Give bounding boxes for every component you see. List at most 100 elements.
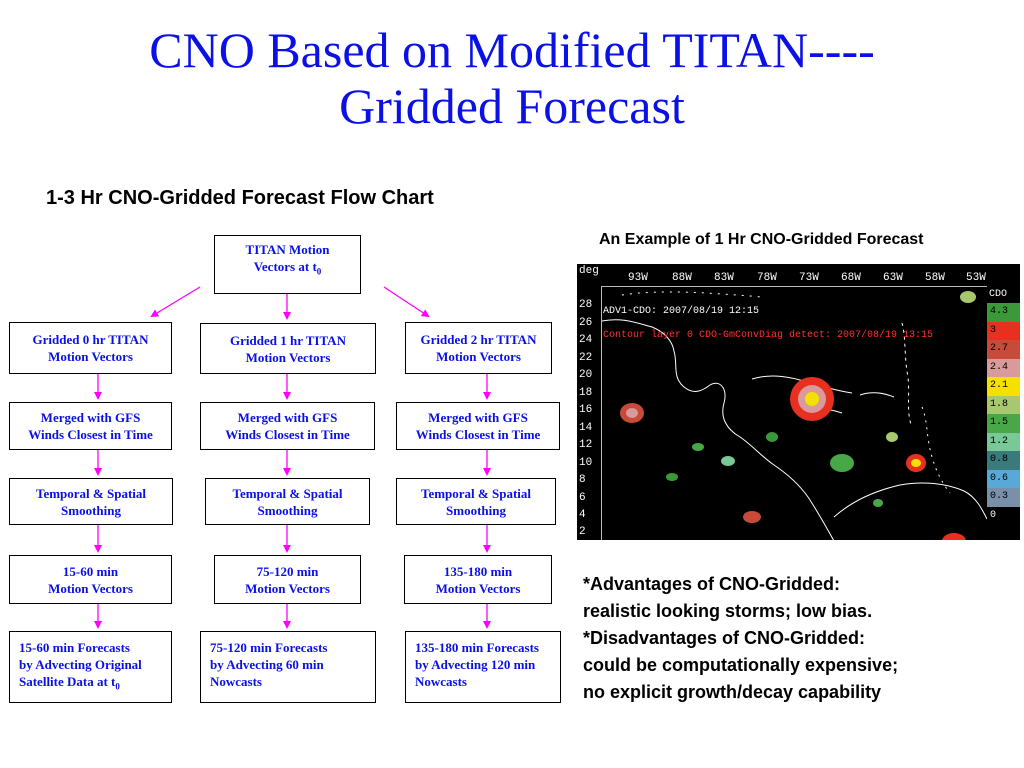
flow-chart-heading: 1-3 Hr CNO-Gridded Forecast Flow Chart xyxy=(46,187,434,209)
box-line: by Advecting Original xyxy=(19,657,142,672)
storm-cell xyxy=(960,291,976,303)
box-line-with-sub: Satellite Data at t0 xyxy=(19,673,171,696)
merged-gfs-box-col1: Merged with GFS Winds Closest in Time xyxy=(200,402,375,450)
satellite-forecast-map: deg 93W 88W 83W 78W 73W 68W 63W 58W 53W … xyxy=(577,264,1020,540)
top-box-line1: TITAN Motion xyxy=(245,242,330,257)
lon-label: 58W xyxy=(925,272,945,284)
smoothing-box-col2: Temporal & Spatial Smoothing xyxy=(396,478,556,525)
legend-swatch: 2.7 xyxy=(987,340,1020,359)
box-line: Smoothing xyxy=(446,503,506,518)
lon-label: 83W xyxy=(714,272,734,284)
lat-label: 6 xyxy=(579,492,586,504)
box-line: 15-60 min xyxy=(62,564,119,579)
box-line: Temporal & Spatial xyxy=(35,486,147,501)
storm-cell xyxy=(766,432,778,442)
box-line: Smoothing xyxy=(257,503,318,518)
box-line: Merged with GFS xyxy=(40,410,141,425)
coastline xyxy=(601,319,711,392)
box-line: 135-180 min xyxy=(443,564,513,579)
legend-swatch: 0.6 xyxy=(987,469,1020,488)
slide-title-line1: CNO Based on Modified TITAN---- xyxy=(149,22,875,78)
lat-label: 2 xyxy=(579,526,586,538)
coastline xyxy=(709,382,835,540)
coastline xyxy=(921,406,951,494)
top-box-subscript: 0 xyxy=(316,266,322,277)
lat-label: 4 xyxy=(579,509,586,521)
flow-arrow xyxy=(383,286,430,318)
map-coastlines-and-storms xyxy=(601,291,988,540)
box-line: Satellite Data at t xyxy=(19,674,116,689)
box-line: Merged with GFS xyxy=(237,410,338,425)
box-line: Winds Closest in Time xyxy=(225,427,350,442)
box-line: 75-120 min xyxy=(256,564,319,579)
box-line: Motion Vectors xyxy=(435,581,521,596)
box-line: 75-120 min Forecasts xyxy=(210,640,328,655)
note-line: no explicit growth/decay capability xyxy=(583,682,882,702)
top-box-line2-wrap: Vectors at t0 xyxy=(215,258,360,281)
lat-label: 24 xyxy=(579,334,593,346)
box-line: Motion Vectors xyxy=(245,350,331,365)
storm-cell xyxy=(873,499,883,507)
coastline xyxy=(833,482,988,520)
flow-arrow xyxy=(150,286,201,318)
example-heading: An Example of 1 Hr CNO-Gridded Forecast xyxy=(599,231,924,248)
box-line: by Advecting 60 min xyxy=(210,657,324,672)
lon-label: 63W xyxy=(883,272,903,284)
storm-cell xyxy=(942,533,966,540)
motion-vectors-box-col0: 15-60 min Motion Vectors xyxy=(9,555,172,604)
box-line: Merged with GFS xyxy=(428,410,528,425)
legend-swatch: 3 xyxy=(987,321,1020,340)
gridded-1hr-box: Gridded 1 hr TITAN Motion Vectors xyxy=(200,323,376,374)
lon-label: 88W xyxy=(672,272,692,284)
coastline xyxy=(901,322,913,428)
lat-label: 16 xyxy=(579,404,593,416)
legend-swatch: 1.2 xyxy=(987,432,1020,451)
note-line: realistic looking storms; low bias. xyxy=(583,601,873,621)
box-line: Gridded 2 hr TITAN xyxy=(420,332,537,347)
forecast-box-col2: 135-180 min Forecasts by Advecting 120 m… xyxy=(405,631,561,703)
lat-label: 10 xyxy=(579,457,593,469)
box-line: Temporal & Spatial xyxy=(420,486,532,501)
box-line: Winds Closest in Time xyxy=(415,427,541,442)
box-line: 15-60 min Forecasts xyxy=(19,640,130,655)
gridded-2hr-box: Gridded 2 hr TITAN Motion Vectors xyxy=(405,322,552,374)
box-line: Gridded 0 hr TITAN xyxy=(32,332,149,347)
lon-label: 68W xyxy=(841,272,861,284)
merged-gfs-box-col0: Merged with GFS Winds Closest in Time xyxy=(9,402,172,450)
legend-swatch: 0.8 xyxy=(987,451,1020,470)
storm-cell xyxy=(743,511,761,523)
box-line: Motion Vectors xyxy=(245,581,330,596)
map-plot-area xyxy=(601,286,988,540)
storm-cell xyxy=(666,473,678,481)
box-line: Motion Vectors xyxy=(48,349,133,364)
note-line: could be computationally expensive; xyxy=(583,655,899,675)
legend-swatch: 4.3 xyxy=(987,303,1020,322)
lat-label: 22 xyxy=(579,352,593,364)
storm-cell xyxy=(692,443,704,451)
storm-cells xyxy=(620,291,976,540)
lat-label: 8 xyxy=(579,474,586,486)
gridded-0hr-box: Gridded 0 hr TITAN Motion Vectors xyxy=(9,322,172,374)
forecast-subscript: 0 xyxy=(115,681,120,692)
smoothing-box-col0: Temporal & Spatial Smoothing xyxy=(9,478,173,525)
box-line: Winds Closest in Time xyxy=(28,427,153,442)
box-line: Smoothing xyxy=(61,503,121,518)
lon-label: 78W xyxy=(757,272,777,284)
smoothing-box-col1: Temporal & Spatial Smoothing xyxy=(205,478,370,525)
box-line: Nowcasts xyxy=(415,674,467,689)
lat-label: 12 xyxy=(579,439,593,451)
box-line: Motion Vectors xyxy=(436,349,521,364)
lon-label: 93W xyxy=(628,272,648,284)
box-line: by Advecting 120 min xyxy=(415,657,536,672)
note-line: *Advantages of CNO-Gridded: xyxy=(583,574,841,594)
lat-label: 20 xyxy=(579,369,593,381)
storm-cell xyxy=(886,432,898,442)
lat-label: 18 xyxy=(579,387,593,399)
lat-label: 14 xyxy=(579,422,593,434)
map-overlay-time: ADV1-CDO: 2007/08/19 12:15 xyxy=(603,306,760,317)
coastline xyxy=(621,291,763,298)
storm-cell xyxy=(721,456,735,466)
storm-cell xyxy=(911,459,921,467)
forecast-box-col1: 75-120 min Forecasts by Advecting 60 min… xyxy=(200,631,376,703)
